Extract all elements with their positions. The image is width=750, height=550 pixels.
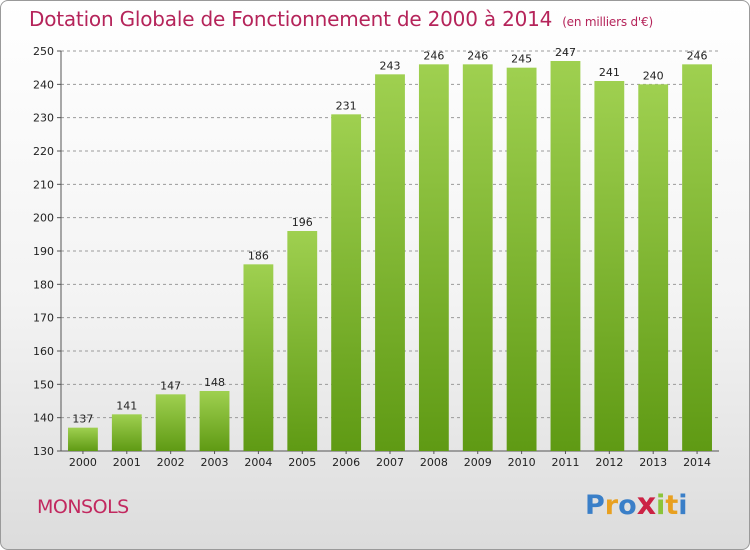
x-tick-label: 2008 bbox=[420, 456, 448, 469]
y-tick-label: 230 bbox=[33, 112, 54, 125]
bar-2010 bbox=[506, 67, 537, 452]
bar-2005 bbox=[287, 231, 318, 451]
bar-2000 bbox=[68, 427, 98, 451]
y-tick-label: 190 bbox=[33, 245, 54, 258]
x-tick-labels: 2000 2001 2002 2003 2004 2005 2006 2007 2008 2009… bbox=[69, 456, 711, 469]
x-tick-label: 2009 bbox=[464, 456, 492, 469]
bar-2007 bbox=[375, 74, 405, 451]
bar-2003 bbox=[199, 391, 230, 451]
data-label-2006: 231 bbox=[336, 99, 357, 112]
data-label-2011: 247 bbox=[555, 46, 576, 59]
chart-unit: (en milliers d'€) bbox=[562, 15, 653, 29]
x-tick-label: 2014 bbox=[683, 456, 711, 469]
logo-letter: x bbox=[636, 487, 657, 522]
bar-2008 bbox=[418, 64, 449, 452]
x-tick-label: 2003 bbox=[201, 456, 229, 469]
y-tick-label: 240 bbox=[33, 78, 54, 91]
x-tick-label: 2006 bbox=[332, 456, 360, 469]
logo-letter: o bbox=[618, 490, 637, 521]
x-tick-label: 2012 bbox=[595, 456, 623, 469]
data-label-2001: 141 bbox=[116, 399, 137, 412]
data-label-2000: 137 bbox=[72, 413, 93, 426]
logo-letter: P bbox=[585, 490, 605, 521]
y-tick-label: 220 bbox=[33, 145, 54, 158]
logo-letter: t bbox=[665, 490, 679, 521]
bar-2004 bbox=[243, 264, 274, 451]
chart-title: Dotation Globale de Fonctionnement de 20… bbox=[29, 7, 653, 31]
data-label-2002: 147 bbox=[160, 379, 181, 392]
logo-letter: r bbox=[604, 490, 619, 521]
bars bbox=[68, 61, 712, 452]
data-label-2012: 241 bbox=[599, 66, 620, 79]
bar-2006 bbox=[331, 114, 362, 451]
bar-2013 bbox=[638, 84, 669, 451]
x-tick-label: 2007 bbox=[376, 456, 404, 469]
x-tick-label: 2005 bbox=[288, 456, 316, 469]
x-tick-label: 2011 bbox=[551, 456, 579, 469]
y-tick-label: 250 bbox=[33, 45, 54, 58]
x-tick-label: 2001 bbox=[113, 456, 141, 469]
bar-2011 bbox=[550, 61, 581, 451]
y-tick-label: 150 bbox=[33, 378, 54, 391]
y-tick-label: 180 bbox=[33, 278, 54, 291]
data-label-2009: 246 bbox=[467, 49, 488, 62]
x-tick-label: 2004 bbox=[244, 456, 272, 469]
data-label-2014: 246 bbox=[687, 49, 708, 62]
data-label-2013: 240 bbox=[643, 69, 664, 82]
bar-2014 bbox=[682, 64, 712, 452]
x-tick-label: 2002 bbox=[157, 456, 185, 469]
logo-letter: i bbox=[678, 490, 688, 521]
data-label-2010: 245 bbox=[511, 53, 532, 66]
data-label-2004: 186 bbox=[248, 249, 269, 262]
data-label-2005: 196 bbox=[292, 216, 313, 229]
data-label-2007: 243 bbox=[380, 59, 401, 72]
y-tick-label: 200 bbox=[33, 212, 54, 225]
data-labels: 137 141 147 148 186 196 231 243 246 246 245 247 241 2… bbox=[72, 46, 707, 426]
data-label-2008: 246 bbox=[423, 49, 444, 62]
y-tick-label: 210 bbox=[33, 178, 54, 191]
y-tick-label: 170 bbox=[33, 312, 54, 325]
bar-2001 bbox=[111, 414, 142, 451]
x-tick-label: 2010 bbox=[508, 456, 536, 469]
y-tick-labels: 130 140 150 160 170 180 190 200 210 220 230 240 250 bbox=[33, 45, 54, 458]
bar-2012 bbox=[594, 81, 625, 451]
x-tick-label: 2013 bbox=[639, 456, 667, 469]
logo-letter: i bbox=[656, 490, 666, 521]
bar-2002 bbox=[155, 394, 186, 451]
x-tick-label: 2000 bbox=[69, 456, 97, 469]
chart-title-text: Dotation Globale de Fonctionnement de 20… bbox=[29, 7, 553, 31]
y-tick-label: 160 bbox=[33, 345, 54, 358]
bar-2009 bbox=[462, 64, 493, 452]
y-tick-label: 130 bbox=[33, 445, 54, 458]
y-tick-label: 140 bbox=[33, 412, 54, 425]
proxiti-logo: Proxiti bbox=[585, 487, 688, 522]
commune-name: MONSOLS bbox=[37, 496, 129, 518]
data-label-2003: 148 bbox=[204, 376, 225, 389]
